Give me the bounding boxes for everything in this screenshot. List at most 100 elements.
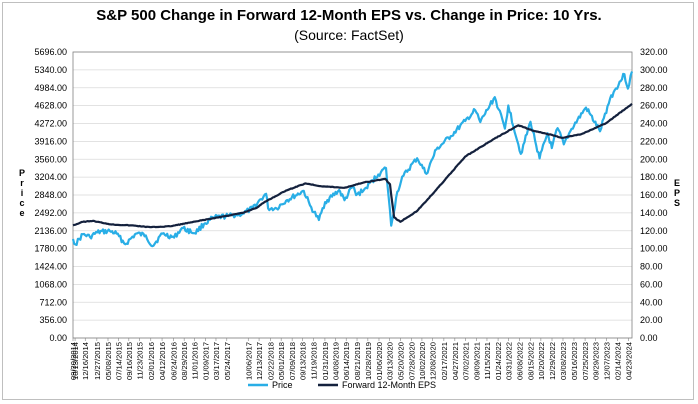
x-tick-label: 03/17/2017 — [212, 342, 221, 380]
x-tick-label: 04/12/2016 — [158, 342, 167, 380]
right-tick-label: 120.00 — [640, 226, 668, 236]
x-tick-label: 10/02/2020 — [418, 342, 427, 380]
left-tick-label: 3204.00 — [34, 172, 67, 182]
x-tick-label: 12/07/2023 — [603, 342, 612, 380]
y-axis-label-left-char: c — [19, 198, 24, 208]
right-tick-label: 180.00 — [640, 172, 668, 182]
right-tick-label: 80.00 — [640, 262, 663, 272]
left-tick-label: 2492.00 — [34, 208, 67, 218]
legend-label-forward-eps: Forward 12-Month EPS — [342, 380, 436, 390]
x-tick-label: 01/31/2019 — [321, 342, 330, 380]
x-tick-label: 06/24/2016 — [170, 342, 179, 380]
x-tick-label: 09/09/2021 — [472, 342, 481, 380]
right-tick-label: 220.00 — [640, 136, 668, 146]
x-tick-label: 11/15/2021 — [483, 342, 492, 379]
y-axis-label-right-char: E — [674, 178, 680, 188]
x-tick-label: 12/29/2022 — [548, 342, 557, 380]
x-tick-label: 02/01/2016 — [147, 342, 156, 380]
chart-subtitle: (Source: FactSet) — [294, 27, 404, 43]
right-tick-label: 300.00 — [640, 65, 668, 75]
left-tick-label: 0.00 — [49, 333, 67, 343]
chart-title: S&P 500 Change in Forward 12-Month EPS v… — [96, 7, 602, 24]
x-tick-label: 11/23/2015 — [136, 342, 145, 379]
x-tick-label: 02/17/2021 — [440, 342, 449, 380]
x-tick-label: 09/30/2014 — [69, 342, 78, 380]
x-tick-label: 07/09/2018 — [288, 342, 297, 380]
x-tick-label: 10/28/2019 — [364, 342, 373, 380]
x-tick-label: 05/01/2018 — [277, 342, 286, 380]
left-tick-label: 4984.00 — [34, 83, 67, 93]
plot-border — [72, 51, 633, 339]
right-tick-label: 60.00 — [640, 279, 663, 289]
y-axis-label-left-char: r — [20, 178, 24, 188]
left-tick-label: 3916.00 — [34, 136, 67, 146]
x-tick-label: 04/08/2019 — [332, 342, 341, 380]
x-tick-label: 01/06/2020 — [375, 342, 384, 380]
x-tick-label: 11/01/2016 — [190, 342, 199, 379]
y-axis-label-left-char: e — [19, 208, 24, 218]
right-tick-label: 280.00 — [640, 83, 668, 93]
x-tick-label: 04/27/2021 — [451, 342, 460, 380]
y-axis-label-left: Price — [19, 168, 25, 218]
x-tick-label: 06/08/2022 — [516, 342, 525, 380]
left-tick-label: 712.00 — [39, 297, 67, 307]
left-tick-label: 3560.00 — [34, 154, 67, 164]
left-tick-label: 1780.00 — [34, 244, 67, 254]
y-axis-label-right: EPS — [674, 178, 680, 208]
x-tick-label: 09/16/2015 — [125, 342, 134, 380]
legend-label-price: Price — [272, 380, 293, 390]
y-axis-label-left-char: P — [19, 168, 25, 178]
x-tick-label: 10/13/2014 — [71, 342, 80, 380]
x-tick-label: 12/08/2020 — [429, 342, 438, 380]
series-line-price — [71, 71, 634, 248]
x-tick-label: 07/28/2020 — [407, 342, 416, 380]
right-tick-label: 200.00 — [640, 154, 668, 164]
x-tick-label: 09/29/2023 — [592, 342, 601, 380]
x-tick-label: 02/22/2018 — [266, 342, 275, 380]
y-axis-label-right-char: P — [674, 188, 680, 198]
x-tick-label: 03/31/2022 — [505, 342, 514, 380]
x-tick-label: 07/02/2021 — [461, 342, 470, 380]
left-tick-label: 4272.00 — [34, 119, 67, 129]
left-tick-label: 2848.00 — [34, 190, 67, 200]
series-line-forward-eps — [72, 102, 633, 229]
x-tick-label: 08/29/2016 — [180, 342, 189, 380]
x-tick-label: 07/14/2015 — [115, 342, 124, 380]
right-tick-label: 160.00 — [640, 190, 668, 200]
x-tick-label: 04/23/2024 — [625, 342, 634, 380]
x-tick-label: 12/27/2015 — [93, 342, 102, 380]
right-tick-label: 260.00 — [640, 101, 668, 111]
x-tick-label: 03/08/2023 — [559, 342, 568, 380]
x-tick-label: 02/14/2024 — [614, 342, 623, 380]
x-tick-label: 07/25/2023 — [581, 342, 590, 380]
x-tick-label: 03/13/2020 — [386, 342, 395, 380]
y-axis-label-left-char: i — [21, 188, 24, 198]
x-tick-label: 05/20/2020 — [396, 342, 405, 380]
y-axis-label-right-char: S — [674, 198, 680, 208]
left-tick-label: 2136.00 — [34, 226, 67, 236]
right-tick-label: 40.00 — [640, 297, 663, 307]
x-tick-label: 10/20/2022 — [537, 342, 546, 380]
right-tick-label: 0.00 — [640, 333, 658, 343]
x-tick-label: 08/21/2019 — [353, 342, 362, 380]
x-tick-label: 11/19/2018 — [309, 342, 318, 379]
x-tick-label: 05/08/2015 — [104, 342, 113, 380]
x-tick-label: 05/24/2017 — [223, 342, 232, 380]
left-tick-label: 1424.00 — [34, 262, 67, 272]
x-tick-label: 12/16/2014 — [81, 342, 90, 380]
x-tick-label: 06/14/2019 — [342, 342, 351, 380]
right-tick-label: 100.00 — [640, 244, 668, 254]
x-tick-label: 01/09/2017 — [201, 342, 210, 380]
left-tick-label: 1068.00 — [34, 279, 67, 289]
chart-frame — [2, 2, 694, 400]
left-tick-label: 5340.00 — [34, 65, 67, 75]
left-tick-label: 4628.00 — [34, 101, 67, 111]
right-tick-label: 240.00 — [640, 119, 668, 129]
left-tick-label: 5696.00 — [34, 47, 67, 57]
right-tick-label: 320.00 — [640, 47, 668, 57]
x-tick-label: 05/16/2023 — [570, 342, 579, 380]
right-tick-label: 20.00 — [640, 315, 663, 325]
x-tick-label: 01/24/2022 — [494, 342, 503, 380]
x-tick-label: 09/13/2018 — [299, 342, 308, 380]
